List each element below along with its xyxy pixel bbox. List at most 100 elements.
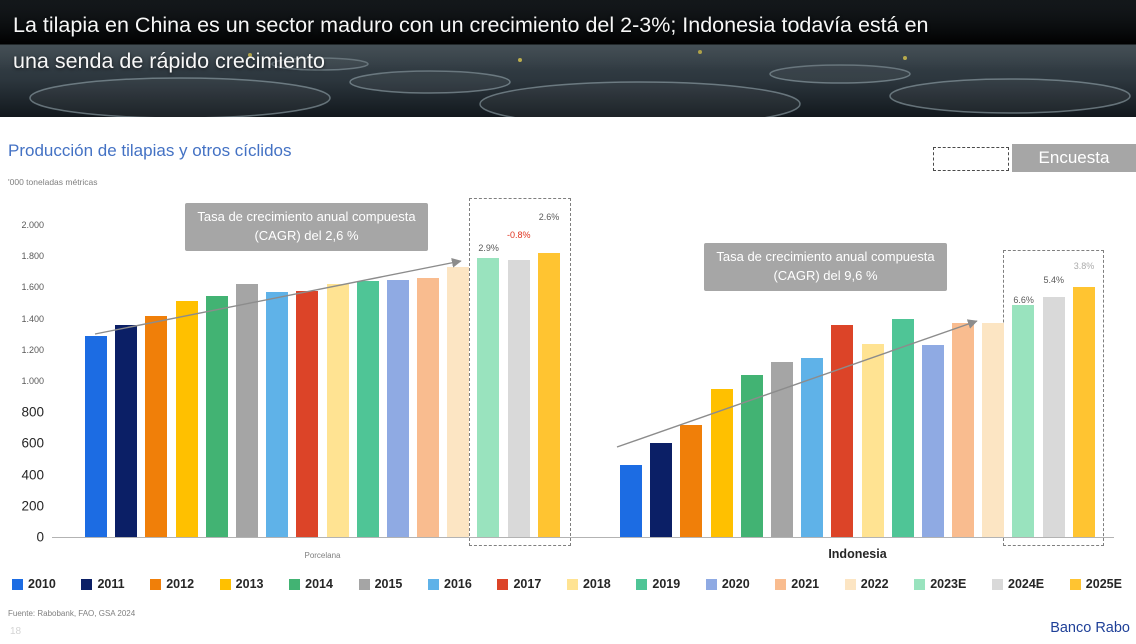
legend-label: 2018 — [582, 577, 611, 591]
y-tick: 600 — [21, 435, 44, 451]
bar-indonesia-2013 — [710, 388, 733, 537]
bar-indonesia-2019 — [891, 318, 914, 537]
bar-indonesia-2022 — [982, 323, 1005, 537]
bar-porcelana-2015 — [235, 284, 258, 537]
chart-title: Producción de tilapias y otros cíclidos — [8, 141, 292, 160]
bar-indonesia-2018 — [861, 343, 884, 537]
x-axis-baseline — [52, 537, 1114, 538]
brand-logo-text: Banco Rabo — [1050, 620, 1130, 636]
legend-swatch — [428, 578, 440, 590]
bar-porcelana-2024e — [507, 260, 530, 537]
legend-label: 2017 — [513, 577, 542, 591]
y-tick: 1.200 — [21, 344, 44, 355]
legend-label: 2014 — [305, 577, 333, 591]
bar-porcelana-2011 — [115, 324, 138, 537]
bar-porcelana-2019 — [356, 281, 379, 537]
y-tick: 1.400 — [21, 313, 44, 324]
bar-porcelana-2022 — [447, 267, 470, 537]
legend-swatch — [992, 578, 1003, 590]
aquaculture-photo — [0, 0, 1136, 117]
bar-indonesia-2016 — [801, 357, 824, 537]
legend-item-2017: 2017 — [497, 577, 541, 591]
bar-porcelana-2023e — [477, 257, 500, 537]
legend-item-2023e: 2023E — [914, 577, 966, 591]
legend-label: 2010 — [28, 577, 56, 591]
legend-item-2020: 2020 — [705, 577, 750, 591]
legend-label: 2024E — [1008, 577, 1045, 591]
legend-swatch — [636, 578, 648, 590]
legend-swatch — [150, 578, 162, 590]
source-note: Fuente: Rabobank, FAO, GSA 2024 — [8, 609, 136, 618]
legend-swatch — [12, 578, 23, 590]
estimate-legend-box — [933, 147, 1009, 171]
legend-swatch — [497, 578, 509, 590]
y-tick: 2.000 — [21, 220, 44, 230]
page-number: 18 — [10, 626, 22, 637]
bar-porcelana-2021 — [417, 278, 440, 537]
legend-label: 2019 — [652, 577, 681, 591]
legend-label: 2022 — [860, 577, 889, 591]
bar-porcelana-2018 — [326, 284, 349, 537]
legend-item-2025e: 2025E — [1069, 577, 1122, 591]
slide-title: La tilapia en China es un sector maduro … — [13, 7, 1125, 79]
bar-indonesia-2021 — [952, 323, 975, 537]
bar-porcelana-2013 — [175, 301, 198, 537]
bar-indonesia-2012 — [680, 424, 703, 537]
legend-label: 2013 — [235, 577, 264, 591]
bar-indonesia-2025e — [1072, 287, 1095, 537]
growth-label-porcelana-2023e: 2.9% — [478, 242, 499, 253]
slide-title-line2: una senda de rápido crecimiento — [13, 49, 325, 73]
growth-label-indonesia-2025e: 3.8% — [1073, 261, 1095, 272]
y-tick: 800 — [21, 404, 44, 420]
bar-group-china — [85, 225, 560, 537]
cagr-callout-indonesia: Tasa de crecimiento anual compuesta (CAG… — [704, 243, 947, 291]
bar-porcelana-2020 — [386, 279, 409, 537]
legend-item-2012: 2012 — [150, 577, 194, 591]
legend-swatch — [219, 578, 231, 590]
cagr-callout-china: Tasa de crecimiento anual compuesta (CAG… — [185, 203, 428, 251]
bar-porcelana-2014 — [205, 296, 228, 537]
legend-item-2016: 2016 — [428, 577, 472, 591]
bar-indonesia-2010 — [620, 465, 642, 537]
legend-label: 2016 — [444, 577, 472, 591]
growth-label-indonesia-2023e: 6.6% — [1013, 294, 1034, 305]
y-tick: 1.600 — [21, 282, 44, 293]
bar-indonesia-2017 — [831, 324, 854, 537]
growth-label-porcelana-2025e: 2.6% — [538, 212, 560, 223]
legend-label: 2011 — [97, 577, 125, 591]
survey-label: Encuesta — [1012, 144, 1136, 172]
bar-porcelana-2025e — [537, 253, 560, 537]
chart-legend: 2010 2011 2012 2013 2014 2015 2016 2017 2018 2019… — [12, 577, 1122, 591]
y-tick: 1.000 — [21, 376, 44, 386]
legend-item-2019: 2019 — [636, 577, 680, 591]
legend-item-2022: 2022 — [844, 577, 889, 591]
bar-indonesia-2020 — [921, 345, 944, 537]
legend-swatch — [81, 578, 93, 590]
legend-swatch — [289, 578, 301, 590]
bar-porcelana-2016 — [266, 292, 289, 537]
legend-swatch — [775, 578, 787, 590]
legend-swatch — [566, 578, 578, 590]
bar-indonesia-2024e — [1042, 296, 1065, 537]
bar-porcelana-2012 — [145, 315, 168, 537]
y-tick: 200 — [21, 498, 44, 514]
legend-item-2024e: 2024E — [992, 577, 1044, 591]
legend-swatch — [1069, 578, 1081, 590]
growth-label-indonesia-2024e: 5.4% — [1043, 274, 1065, 285]
category-label-indonesia: Indonesia — [828, 547, 887, 561]
legend-swatch — [705, 578, 717, 590]
bar-indonesia-2011 — [650, 443, 673, 537]
legend-swatch — [844, 578, 856, 590]
y-tick: 0 — [36, 529, 44, 545]
legend-item-2014: 2014 — [289, 577, 333, 591]
growth-label-porcelana-2024e: -0.8% — [507, 230, 531, 241]
bar-indonesia-2015 — [770, 362, 793, 537]
legend-item-2015: 2015 — [358, 577, 402, 591]
legend-label: 2023E — [930, 577, 967, 591]
category-label-china: Porcelana — [304, 551, 341, 560]
legend-swatch — [914, 578, 926, 590]
header-photo: La tilapia en China es un sector maduro … — [0, 0, 1136, 117]
legend-label: 2020 — [721, 577, 750, 591]
legend-swatch — [358, 578, 370, 590]
